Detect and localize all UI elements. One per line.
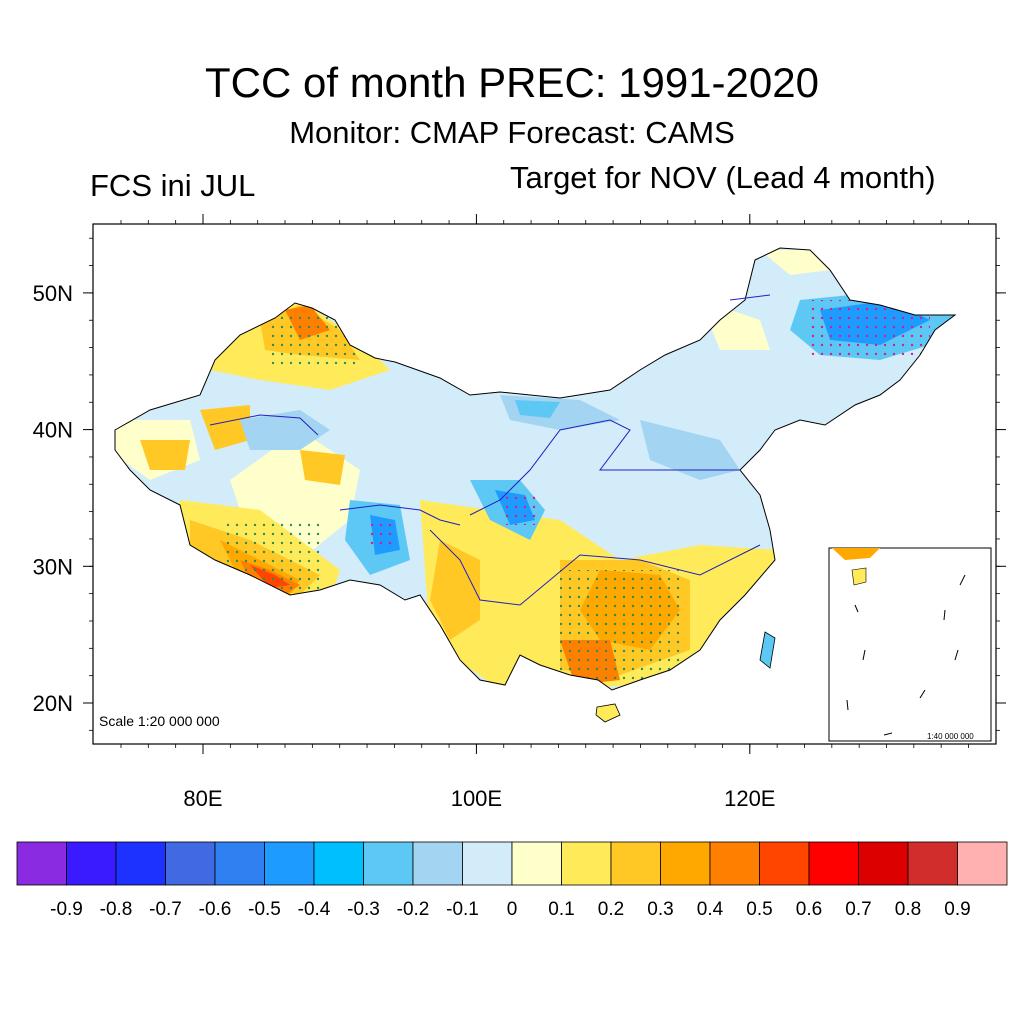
colorbar-label: -0.8 [100, 899, 133, 920]
colorbar-label: -0.9 [50, 899, 83, 920]
colorbar-label: 0.1 [548, 899, 574, 920]
colorbar-swatch [313, 841, 364, 886]
colorbar-label: 0.2 [598, 899, 624, 920]
colorbar-swatch [610, 841, 661, 886]
lat-tick-label: 50N [33, 281, 73, 306]
taiwan [759, 631, 776, 669]
target-label: Target for NOV (Lead 4 month) [510, 160, 936, 195]
colorbar-label: 0 [507, 899, 518, 920]
colorbar-swatch [264, 841, 315, 886]
colorbar-label: -0.2 [397, 899, 430, 920]
colorbar-labels: -0.9 -0.8 -0.7 -0.6 -0.5 -0.4 -0.3 -0.2 -0.1 0 0.1… [50, 899, 971, 920]
colorbar-swatch [511, 841, 562, 886]
colorbar-label: 0.7 [845, 899, 871, 920]
axis-tick-labels: 80E 100E 120E 20N 30N 40N 50N [33, 281, 776, 811]
hainan [595, 703, 621, 723]
colorbar-swatch [363, 841, 414, 886]
colorbar-label: 0.5 [746, 899, 772, 920]
lat-tick-label: 30N [33, 554, 73, 579]
lon-tick-label: 120E [724, 786, 775, 811]
colorbar-swatch [808, 841, 859, 886]
colorbar-swatch [214, 841, 265, 886]
scale-label: Scale 1:20 000 000 [99, 713, 220, 729]
colorbar-swatch [709, 841, 760, 886]
colorbar-swatch [165, 841, 216, 886]
colorbar [16, 841, 1008, 886]
colorbar-label: 0.4 [697, 899, 724, 920]
colorbar-swatch [759, 841, 810, 886]
colorbar-label: 0.9 [944, 899, 970, 920]
colorbar-swatch [115, 841, 166, 886]
lon-tick-label: 80E [183, 786, 222, 811]
colorbar-swatch [462, 841, 513, 886]
axis-ticks [83, 214, 1006, 754]
colorbar-label: -0.1 [446, 899, 479, 920]
inset-scale-label: 1:40 000 000 [927, 732, 974, 741]
inset-map [828, 547, 992, 742]
colorbar-label: -0.4 [298, 899, 331, 920]
colorbar-swatch [907, 841, 958, 886]
chart-subtitle: Monitor: CMAP Forecast: CAMS [289, 115, 735, 150]
colorbar-swatch [16, 841, 67, 886]
colorbar-swatch [660, 841, 711, 886]
colorbar-label: -0.6 [199, 899, 232, 920]
lat-tick-label: 40N [33, 418, 73, 443]
colorbar-swatch [561, 841, 612, 886]
lat-tick-label: 20N [33, 691, 73, 716]
colorbar-swatch [412, 841, 463, 886]
colorbar-swatch [66, 841, 117, 886]
colorbar-label: -0.5 [248, 899, 281, 920]
colorbar-label: 0.3 [647, 899, 673, 920]
lon-tick-label: 100E [451, 786, 502, 811]
colorbar-label: 0.8 [895, 899, 921, 920]
rivers [209, 294, 771, 606]
colorbar-label: 0.6 [796, 899, 822, 920]
init-label: FCS ini JUL [90, 168, 256, 203]
colorbar-swatch [957, 841, 1008, 886]
colorbar-swatch [858, 841, 909, 886]
chart-title: TCC of month PREC: 1991-2020 [205, 59, 819, 106]
colorbar-label: -0.3 [347, 899, 380, 920]
colorbar-label: -0.7 [149, 899, 182, 920]
china-outline [114, 247, 957, 691]
